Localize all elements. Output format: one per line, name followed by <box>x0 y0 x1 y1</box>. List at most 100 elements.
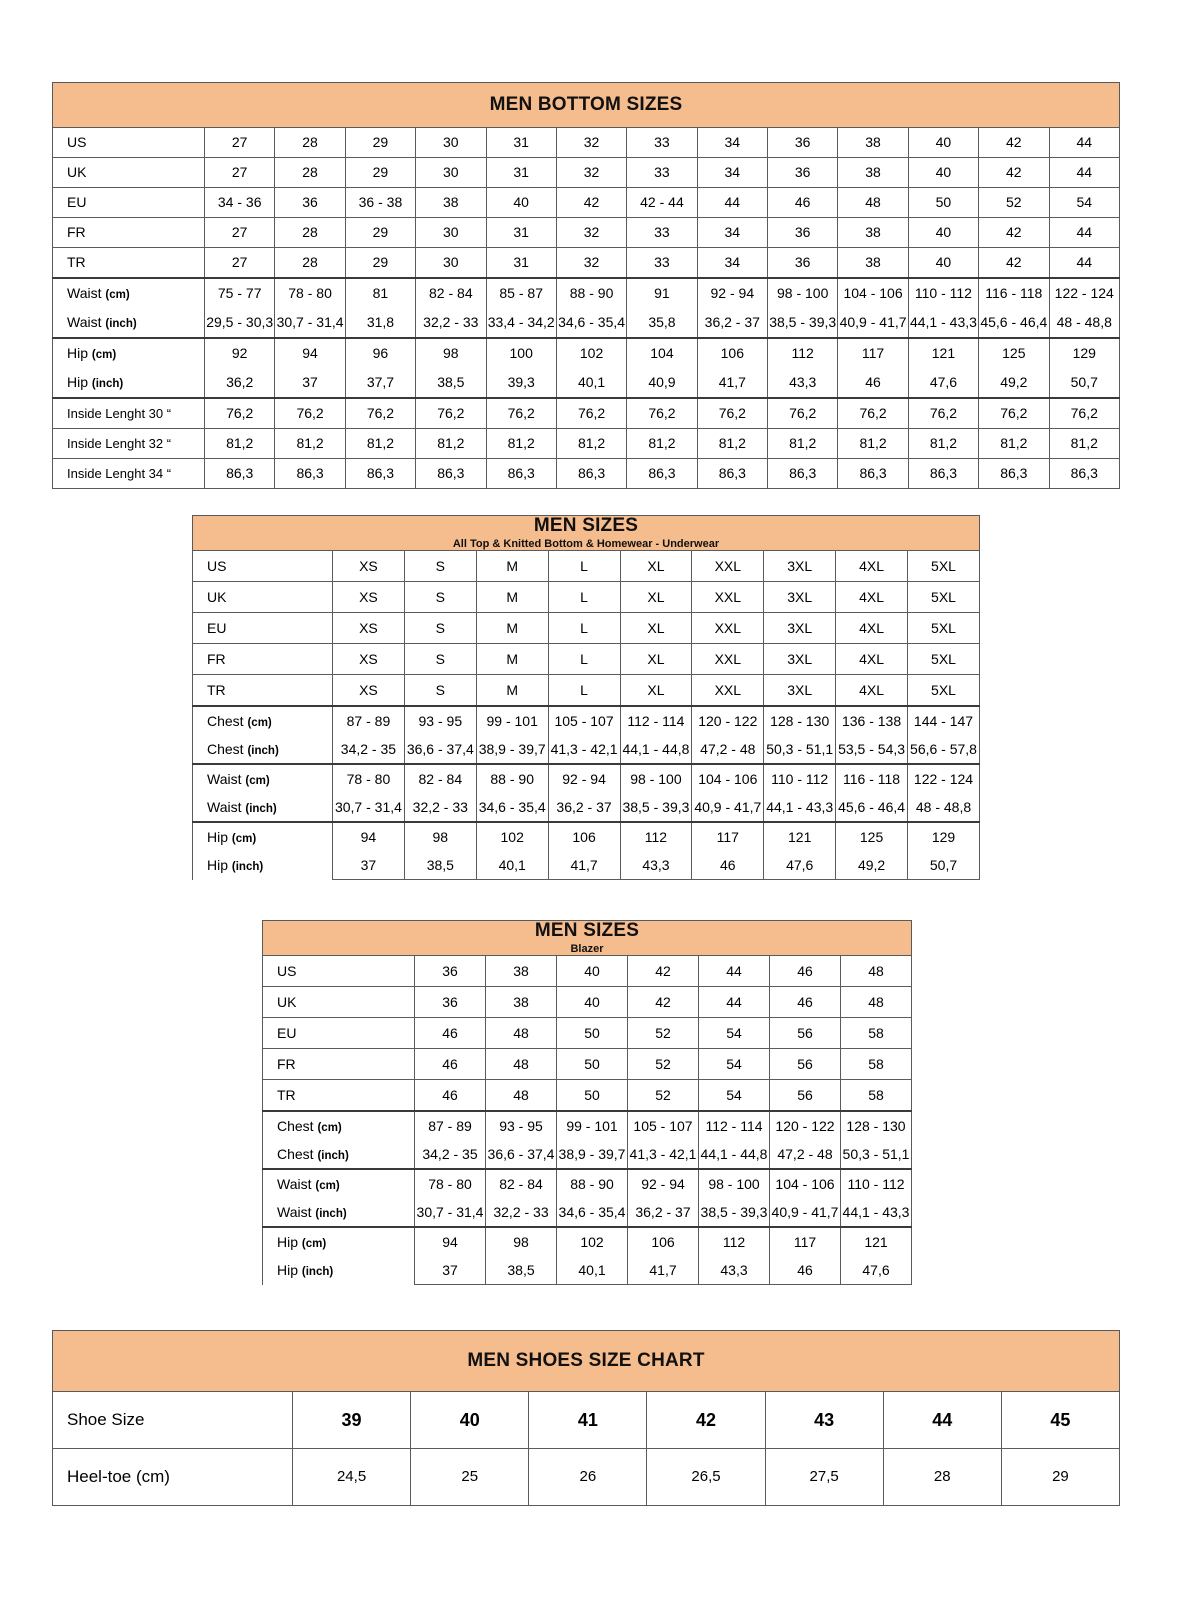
table-cell: 4XL <box>835 674 908 707</box>
row-label-text: US <box>277 963 297 980</box>
row-label-unit: (inch) <box>317 1149 349 1162</box>
table-cell: 104 - 106 <box>769 1168 841 1199</box>
table-cell: 50 <box>907 187 980 218</box>
table-cell: 104 <box>626 337 698 368</box>
table-row: EU XS S M L XL XXL 3XL 4XL 5XL <box>192 612 980 645</box>
table-cell: 76,2 <box>696 397 769 429</box>
table-cell: 4XL <box>835 550 908 583</box>
table-cell: 88 - 90 <box>556 1168 628 1199</box>
table-row: Inside Lenght 34 “86,3 86,3 86,3 86,3 86,3 86… <box>52 458 1120 489</box>
table-cell: 33 <box>626 127 698 158</box>
table-title-row: MEN BOTTOM SIZES <box>52 82 1120 128</box>
row-label-text: UK <box>67 164 87 181</box>
table-cell: M <box>475 581 549 614</box>
table-cell: L <box>547 581 621 614</box>
table-cell: M <box>475 643 549 676</box>
table-cell: 40,9 - 41,7 <box>769 1198 841 1229</box>
table-cell: 5XL <box>907 581 980 614</box>
table-cell: 86,3 <box>203 458 276 489</box>
men-shoes-size-chart-table: MEN SHOES SIZE CHART Shoe Size 39 40 41 42 43 4… <box>52 1330 1121 1506</box>
row-label-text: Inside Lenght 32 “ <box>67 435 172 451</box>
table-cell: 3XL <box>763 612 837 645</box>
table-cell: 40 <box>485 187 557 218</box>
table-cell: 41,7 <box>627 1256 699 1286</box>
table-cell: XL <box>619 674 693 707</box>
table-cell: 121 <box>840 1226 912 1257</box>
table-cell: 30,7 - 31,4 <box>414 1198 486 1229</box>
table-cell: 125 <box>978 337 1050 368</box>
row-label-text: Waist <box>207 798 242 815</box>
table-row: Waist (inch) 30,7 - 31,4 32,2 - 33 34,6 - 3… <box>262 1198 912 1229</box>
table-row: Waist (cm) 78 - 80 82 - 84 88 - 90 92 - 94 98… <box>262 1168 912 1199</box>
table-cell: S <box>403 612 477 645</box>
row-label-text: Hip <box>67 373 89 390</box>
table-cell: 76,2 <box>626 397 698 429</box>
table-cell: 50,3 - 51,1 <box>840 1140 912 1171</box>
table-cell: 87 - 89 <box>414 1110 486 1141</box>
table-cell: 36,6 - 37,4 <box>485 1140 557 1171</box>
table-cell: 120 - 122 <box>691 705 765 736</box>
table-cell: 121 <box>907 337 980 368</box>
table-cell: 112 - 114 <box>619 705 693 736</box>
table-cell: 76,2 <box>274 397 346 429</box>
table-cell: 33 <box>626 247 698 279</box>
table-cell: 40 <box>410 1391 530 1449</box>
row-label-unit: (cm) <box>315 1179 340 1192</box>
table-cell: 48 <box>840 955 912 988</box>
row-label-unit: (cm) <box>91 348 117 361</box>
table-cell: XS <box>332 643 405 676</box>
table-cell: 44 <box>882 1391 1002 1449</box>
table-cell: 86,3 <box>415 458 487 489</box>
table-cell: 41,3 - 42,1 <box>627 1140 699 1171</box>
table-cell: 28 <box>274 247 346 279</box>
table-cell: 48 - 48,8 <box>907 793 980 824</box>
table-cell: 43,3 <box>698 1256 770 1286</box>
table-row: US 36 38 40 42 44 46 48 <box>262 955 912 988</box>
table-cell: 32 <box>555 247 628 279</box>
table-cell: 39,3 <box>485 368 557 399</box>
row-label: US <box>52 127 205 158</box>
table-cell: 40 <box>907 157 980 188</box>
table-cell: 81,2 <box>274 428 346 459</box>
table-cell: 32 <box>555 127 628 158</box>
table-title-row: MEN SHOES SIZE CHART <box>52 1330 1120 1392</box>
table-cell: 43 <box>764 1391 884 1449</box>
table-cell: 34,2 - 35 <box>414 1140 486 1171</box>
table-cell: XS <box>332 674 405 707</box>
table-cell: XXL <box>691 674 765 707</box>
table-cell: 46 <box>769 1256 841 1286</box>
table-cell: 47,6 <box>840 1256 912 1286</box>
table-cell: 86,3 <box>766 458 839 489</box>
men-sizes-tops-table-wrapper: MEN SIZES All Top & Knitted Bottom & Home… <box>192 514 980 881</box>
row-label-text: Hip <box>67 344 89 361</box>
table-cell: 40,1 <box>475 851 549 881</box>
table-cell: 40 <box>907 247 980 279</box>
table-cell: 87 - 89 <box>332 705 405 736</box>
row-label: Shoe Size <box>52 1391 293 1449</box>
table-cell: 76,2 <box>978 397 1050 429</box>
row-label-text: Chest <box>277 1145 314 1162</box>
table-cell: 112 <box>766 337 839 368</box>
row-label-unit: (cm) <box>247 716 272 729</box>
row-label-text: Hip <box>207 857 229 874</box>
table-cell: 29 <box>344 247 417 279</box>
table-cell: 44,1 - 43,3 <box>907 308 980 339</box>
table-title: MEN SIZES <box>534 920 640 941</box>
table-cell: 92 - 94 <box>696 277 769 308</box>
row-label: Hip (inch) <box>262 1256 415 1285</box>
table-cell: 37 <box>414 1256 486 1286</box>
table-row: Waist (cm) 75 - 77 78 - 80 81 82 - 84 85 - 87… <box>52 277 1120 308</box>
table-cell: 100 <box>485 337 557 368</box>
table-cell: 104 - 106 <box>837 277 909 308</box>
table-cell: 52 <box>627 1048 699 1081</box>
table-cell: 36 <box>414 955 486 988</box>
table-cell: 46 <box>414 1048 486 1081</box>
table-cell: 31 <box>485 157 557 188</box>
table-row: Hip (inch) 36,2 37 37,7 38,5 39,3 40,1 40,9 41,7… <box>52 368 1120 399</box>
table-cell: 98 - 100 <box>698 1168 770 1199</box>
table-cell: L <box>547 550 621 583</box>
table-cell: 50 <box>556 1017 628 1050</box>
table-cell: 106 <box>696 337 769 368</box>
table-cell: 58 <box>840 1048 912 1081</box>
table-cell: 82 - 84 <box>415 277 487 308</box>
